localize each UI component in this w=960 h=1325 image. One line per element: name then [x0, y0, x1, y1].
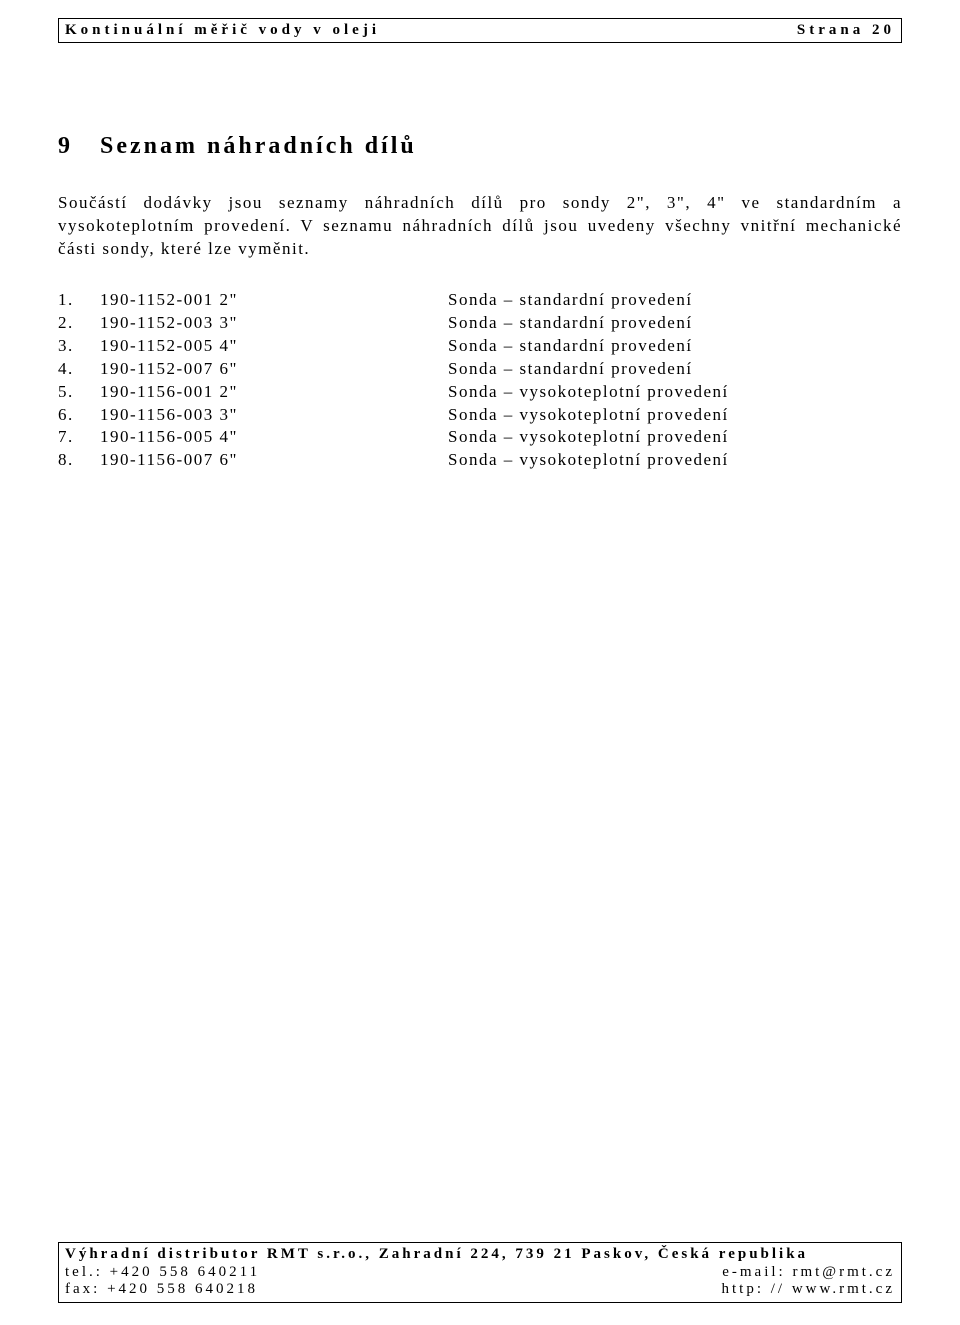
- page: Kontinuální měřič vody v oleji Strana 20…: [0, 0, 960, 1325]
- footer-distributor: Výhradní distributor RMT s.r.o., Zahradn…: [65, 1246, 895, 1263]
- footer-line-1: tel.: +420 558 640211 e-mail: rmt@rmt.cz: [65, 1264, 895, 1281]
- parts-desc: Sonda – standardní provedení: [448, 335, 902, 358]
- parts-desc: Sonda – standardní provedení: [448, 358, 902, 381]
- parts-row: 4. 190-1152-007 6" Sonda – standardní pr…: [58, 358, 902, 381]
- parts-code: 190-1152-003 3": [100, 312, 448, 335]
- parts-code: 190-1152-001 2": [100, 289, 448, 312]
- parts-code: 190-1156-003 3": [100, 404, 448, 427]
- footer-box: Výhradní distributor RMT s.r.o., Zahradn…: [58, 1242, 902, 1303]
- parts-num: 3.: [58, 335, 100, 358]
- footer-line-2: fax: +420 558 640218 http: // www.rmt.cz: [65, 1281, 895, 1298]
- intro-paragraph: Součástí dodávky jsou seznamy náhradních…: [58, 192, 902, 261]
- parts-desc: Sonda – vysokoteplotní provedení: [448, 381, 902, 404]
- parts-num: 8.: [58, 449, 100, 472]
- parts-desc: Sonda – vysokoteplotní provedení: [448, 426, 902, 449]
- parts-row: 1. 190-1152-001 2" Sonda – standardní pr…: [58, 289, 902, 312]
- footer-tel: tel.: +420 558 640211: [65, 1264, 260, 1281]
- parts-list: 1. 190-1152-001 2" Sonda – standardní pr…: [58, 289, 902, 473]
- parts-num: 4.: [58, 358, 100, 381]
- parts-code: 190-1156-001 2": [100, 381, 448, 404]
- parts-desc: Sonda – standardní provedení: [448, 312, 902, 335]
- section-number: 9: [58, 133, 73, 159]
- parts-row: 2. 190-1152-003 3" Sonda – standardní pr…: [58, 312, 902, 335]
- parts-num: 7.: [58, 426, 100, 449]
- parts-num: 2.: [58, 312, 100, 335]
- parts-num: 6.: [58, 404, 100, 427]
- footer-email: e-mail: rmt@rmt.cz: [722, 1264, 895, 1281]
- footer-fax: fax: +420 558 640218: [65, 1281, 258, 1298]
- parts-row: 3. 190-1152-005 4" Sonda – standardní pr…: [58, 335, 902, 358]
- parts-num: 5.: [58, 381, 100, 404]
- parts-row: 8. 190-1156-007 6" Sonda – vysokoteplotn…: [58, 449, 902, 472]
- parts-row: 7. 190-1156-005 4" Sonda – vysokoteplotn…: [58, 426, 902, 449]
- parts-row: 5. 190-1156-001 2" Sonda – vysokoteplotn…: [58, 381, 902, 404]
- page-footer: Výhradní distributor RMT s.r.o., Zahradn…: [58, 1242, 902, 1303]
- parts-row: 6. 190-1156-003 3" Sonda – vysokoteplotn…: [58, 404, 902, 427]
- section-heading: 9 Seznam náhradních dílů: [58, 133, 902, 160]
- parts-code: 190-1152-005 4": [100, 335, 448, 358]
- parts-code: 190-1156-007 6": [100, 449, 448, 472]
- parts-num: 1.: [58, 289, 100, 312]
- parts-code: 190-1152-007 6": [100, 358, 448, 381]
- parts-code: 190-1156-005 4": [100, 426, 448, 449]
- header-page-number: Strana 20: [797, 22, 895, 39]
- footer-web: http: // www.rmt.cz: [721, 1281, 895, 1298]
- page-header: Kontinuální měřič vody v oleji Strana 20: [58, 18, 902, 43]
- parts-desc: Sonda – standardní provedení: [448, 289, 902, 312]
- parts-desc: Sonda – vysokoteplotní provedení: [448, 404, 902, 427]
- parts-desc: Sonda – vysokoteplotní provedení: [448, 449, 902, 472]
- section-title-text: Seznam náhradních dílů: [100, 133, 417, 159]
- header-title: Kontinuální měřič vody v oleji: [65, 22, 380, 39]
